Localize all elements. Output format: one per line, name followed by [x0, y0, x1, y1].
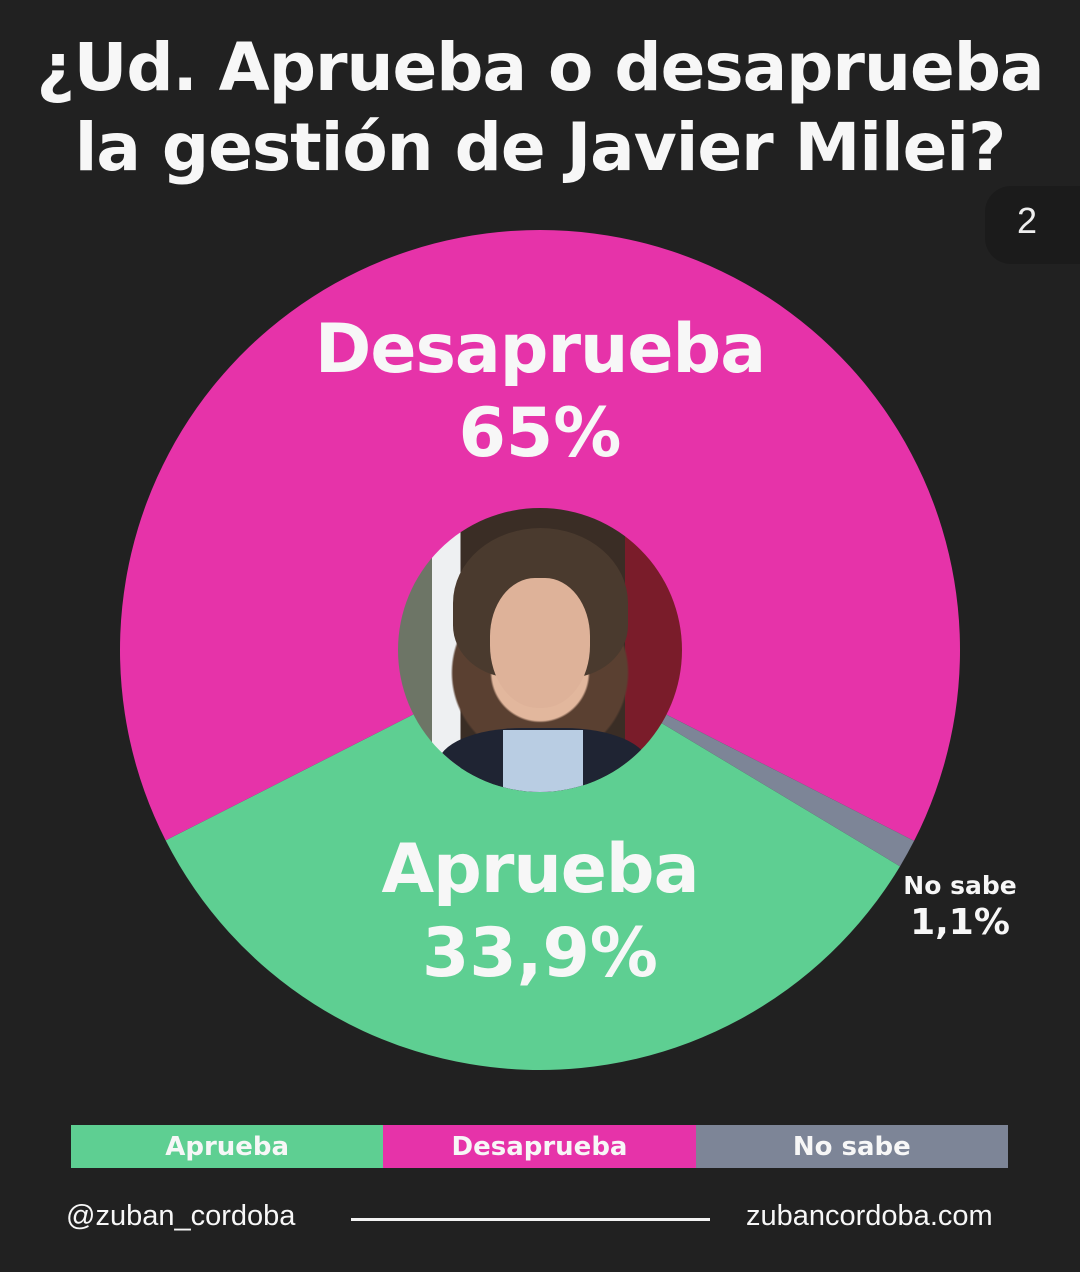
aprueba-label: Aprueba 33,9% [340, 828, 740, 996]
social-handle: @zuban_cordoba [66, 1200, 296, 1232]
legend-item-no-sabe: No sabe [695, 1125, 1008, 1168]
legend-label: Desaprueba [451, 1131, 628, 1162]
legend: Aprueba Desaprueba No sabe [71, 1125, 1008, 1168]
page-number: 2 [1017, 200, 1038, 241]
website-link: zubancordoba.com [746, 1200, 993, 1232]
aprueba-pct: 33,9% [422, 914, 658, 993]
desaprueba-name: Desaprueba [314, 310, 766, 389]
title-line-2: la gestión de Javier Milei? [74, 109, 1007, 186]
no-sabe-name: No sabe [903, 871, 1017, 900]
legend-item-desaprueba: Desaprueba [383, 1125, 696, 1168]
aprueba-name: Aprueba [381, 830, 700, 909]
legend-label: Aprueba [165, 1131, 290, 1162]
center-portrait-photo [398, 508, 682, 792]
legend-item-aprueba: Aprueba [71, 1125, 384, 1168]
no-sabe-pct: 1,1% [910, 902, 1010, 943]
legend-label: No sabe [792, 1131, 911, 1162]
page-indicator-badge [985, 186, 1080, 264]
photo-shirt [503, 730, 583, 792]
desaprueba-label: Desaprueba 65% [290, 308, 790, 476]
desaprueba-pct: 65% [458, 394, 622, 473]
title-line-1: ¿Ud. Aprueba o desaprueba [36, 29, 1044, 106]
no-sabe-label: No sabe 1,1% [892, 870, 1028, 944]
chart-title: ¿Ud. Aprueba o desaprueba la gestión de … [0, 28, 1080, 188]
photo-face [490, 578, 590, 708]
footer-divider [351, 1218, 710, 1221]
pie-slice-aprueba [165, 650, 901, 1070]
